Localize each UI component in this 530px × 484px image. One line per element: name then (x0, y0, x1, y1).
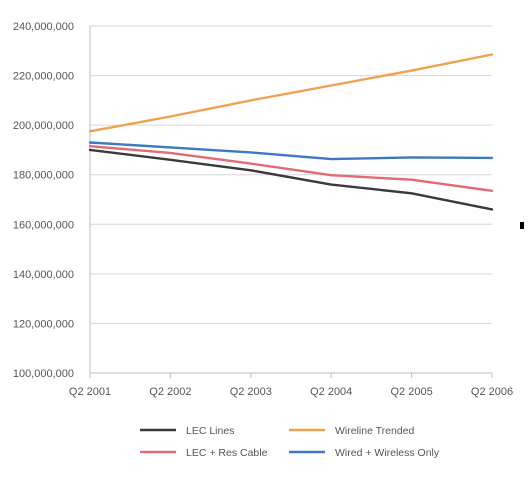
y-tick-label: 220,000,000 (13, 71, 74, 83)
x-axis: Q2 2001 Q2 2002 Q2 2003 Q2 2004 Q2 2005 Q2 20… (69, 372, 513, 398)
y-tick-label: 180,000,000 (13, 170, 74, 182)
legend-item: Wired + Wireless Only (289, 447, 440, 459)
y-axis: 100,000,000 120,000,000 140,000,000 160,000… (13, 21, 91, 380)
legend-label: Wired + Wireless Only (335, 447, 440, 459)
y-tick-label: 100,000,000 (13, 368, 74, 380)
x-tick-label: Q2 2001 (69, 386, 111, 398)
x-tick-label: Q2 2006 (471, 386, 513, 398)
y-tick-label: 120,000,000 (13, 318, 74, 330)
series-line-lec-res-cable (88, 144, 494, 193)
series-line-wired-wireless-only (88, 141, 494, 161)
series-line-wireline-trended (88, 53, 494, 133)
legend-label: LEC Lines (186, 425, 234, 437)
y-tick-label: 140,000,000 (13, 269, 74, 281)
x-tick-label: Q2 2005 (390, 386, 432, 398)
legend: LEC Lines Wireline Trended LEC + Res Cable… (140, 425, 440, 459)
x-tick-label: Q2 2002 (149, 386, 191, 398)
gridlines (90, 25, 492, 374)
y-tick-label: 200,000,000 (13, 120, 74, 132)
y-tick-label: 160,000,000 (13, 219, 74, 231)
stray-mark (520, 222, 524, 229)
legend-label: Wireline Trended (335, 425, 415, 437)
legend-label: LEC + Res Cable (186, 447, 268, 459)
y-tick-label: 240,000,000 (13, 21, 74, 33)
legend-item: LEC Lines (140, 425, 234, 437)
legend-item: Wireline Trended (289, 425, 415, 437)
x-tick-label: Q2 2004 (310, 386, 352, 398)
x-tick-label: Q2 2003 (230, 386, 272, 398)
series-lines (88, 53, 494, 211)
legend-item: LEC + Res Cable (140, 447, 268, 459)
series-line-lec-lines (88, 148, 494, 211)
